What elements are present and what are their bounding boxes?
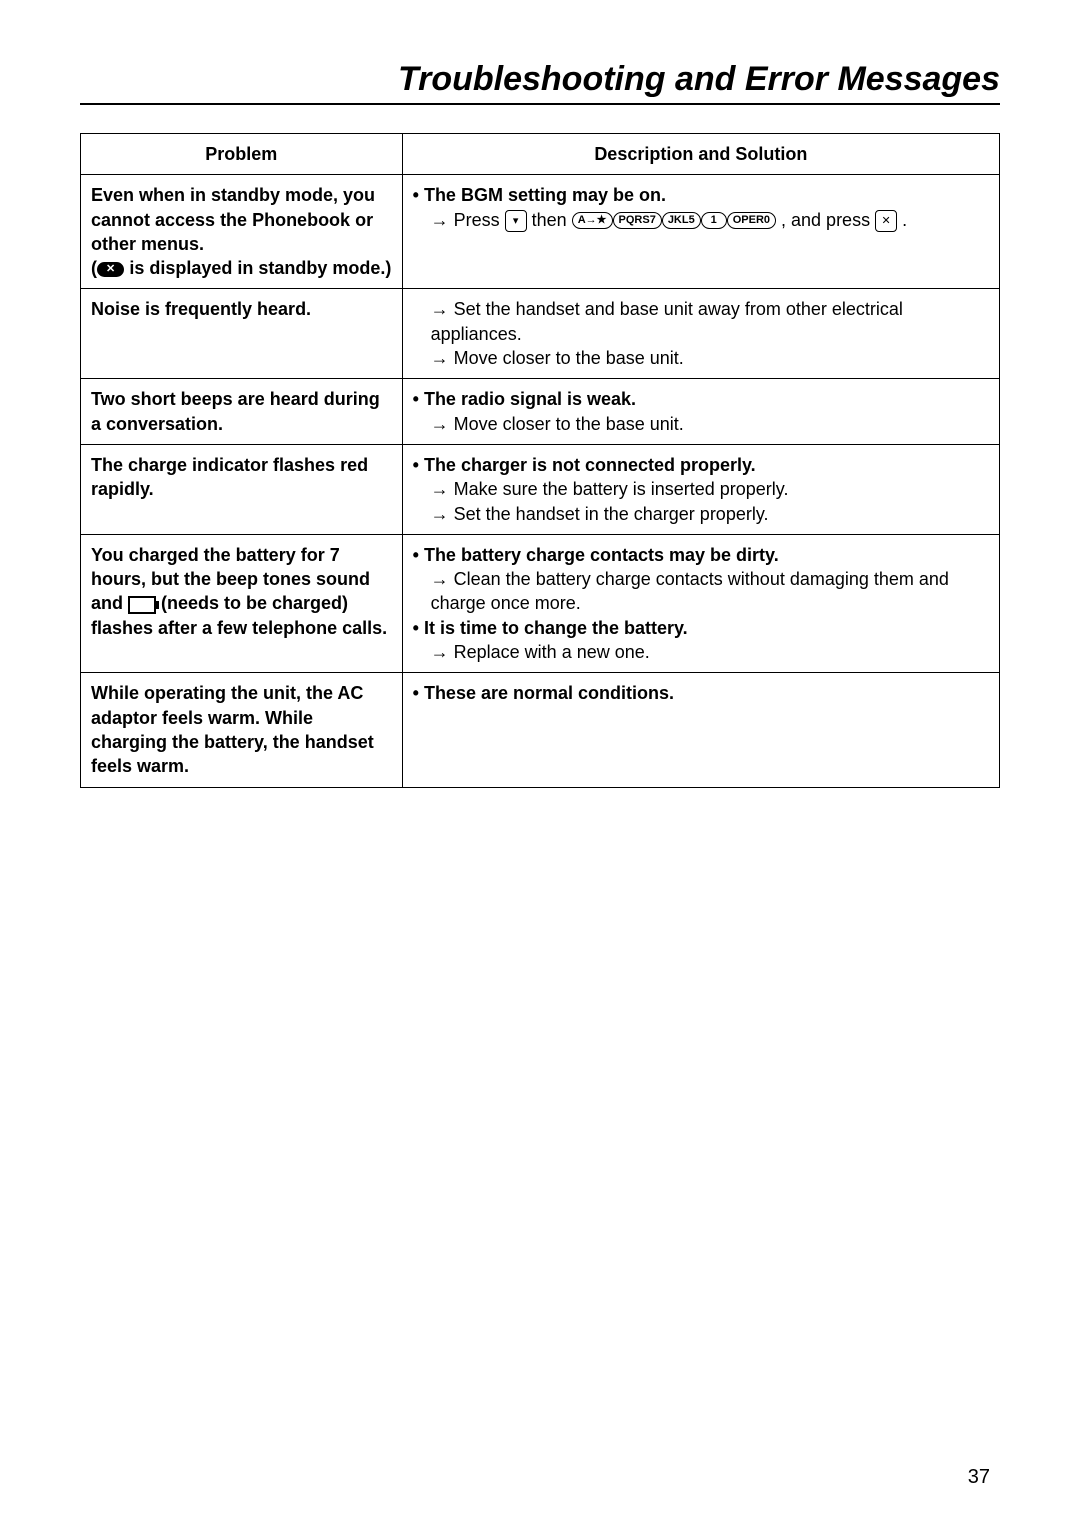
solution-bullet: • The radio signal is weak.: [413, 387, 989, 411]
power-key-icon: ✕: [875, 210, 897, 232]
problem-cell: You charged the battery for 7 hours, but…: [81, 534, 403, 672]
problem-line: The charge indicator flashes red rapidly…: [91, 453, 392, 502]
table-row: You charged the battery for 7 hours, but…: [81, 534, 1000, 672]
table-row: Noise is frequently heard. → Set the hand…: [81, 289, 1000, 379]
battery-empty-icon: [128, 596, 156, 614]
problem-line: ( ✕ is displayed in standby mode.): [91, 256, 392, 280]
nav-key-icon: ▾: [505, 210, 527, 232]
solution-cell: • The battery charge contacts may be dir…: [402, 534, 999, 672]
problem-line: Noise is frequently heard.: [91, 297, 392, 321]
page-title: Troubleshooting and Error Messages: [80, 60, 1000, 103]
solution-cell: • The radio signal is weak.→ Move closer…: [402, 379, 999, 445]
solution-bullet: • The charger is not connected properly.: [413, 453, 989, 477]
solution-cell: • The BGM setting may be on.→ Press ▾ th…: [402, 175, 999, 289]
standby-icon: ✕: [97, 262, 124, 277]
table-row: The charge indicator flashes red rapidly…: [81, 444, 1000, 534]
keypad-key-icon: JKL5: [662, 212, 701, 229]
solution-step: → Move closer to the base unit.: [413, 346, 989, 370]
solution-cell: • These are normal conditions.: [402, 673, 999, 787]
solution-step: → Make sure the battery is inserted prop…: [413, 477, 989, 501]
keypad-key-icon: A→★: [572, 212, 613, 229]
solution-step: → Set the handset and base unit away fro…: [413, 297, 989, 346]
table-row: Two short beeps are heard during a conve…: [81, 379, 1000, 445]
table-row: While operating the unit, the AC adaptor…: [81, 673, 1000, 787]
problem-cell: While operating the unit, the AC adaptor…: [81, 673, 403, 787]
solution-bullet: • The BGM setting may be on.: [413, 183, 989, 207]
problem-cell: Noise is frequently heard.: [81, 289, 403, 379]
keypad-key-icon: OPER0: [727, 212, 776, 229]
solution-bullet: • It is time to change the battery.: [413, 616, 989, 640]
problem-line: While operating the unit, the AC adaptor…: [91, 681, 392, 778]
solution-cell: → Set the handset and base unit away fro…: [402, 289, 999, 379]
problem-cell: Two short beeps are heard during a conve…: [81, 379, 403, 445]
table-row: Even when in standby mode, you cannot ac…: [81, 175, 1000, 289]
col-header-problem: Problem: [81, 134, 403, 175]
problem-line: Two short beeps are heard during a conve…: [91, 387, 392, 436]
page-number: 37: [968, 1466, 990, 1489]
solution-step: → Replace with a new one.: [413, 640, 989, 664]
solution-bullet: • The battery charge contacts may be dir…: [413, 543, 989, 567]
keypad-key-icon: PQRS7: [613, 212, 662, 229]
problem-cell: Even when in standby mode, you cannot ac…: [81, 175, 403, 289]
col-header-solution: Description and Solution: [402, 134, 999, 175]
solution-step: → Set the handset in the charger properl…: [413, 502, 989, 526]
solution-step: → Press ▾ then A→★PQRS7JKL51OPER0 , and …: [413, 208, 989, 232]
problem-line: Even when in standby mode, you cannot ac…: [91, 183, 392, 256]
problem-line: You charged the battery for 7 hours, but…: [91, 543, 392, 640]
keypad-key-icon: 1: [701, 212, 727, 229]
title-bar: Troubleshooting and Error Messages: [80, 60, 1000, 105]
troubleshooting-table: Problem Description and Solution Even wh…: [80, 133, 1000, 788]
solution-step: → Clean the battery charge contacts with…: [413, 567, 989, 616]
solution-bullet: • These are normal conditions.: [413, 681, 989, 705]
solution-step: → Move closer to the base unit.: [413, 412, 989, 436]
problem-cell: The charge indicator flashes red rapidly…: [81, 444, 403, 534]
solution-cell: • The charger is not connected properly.…: [402, 444, 999, 534]
